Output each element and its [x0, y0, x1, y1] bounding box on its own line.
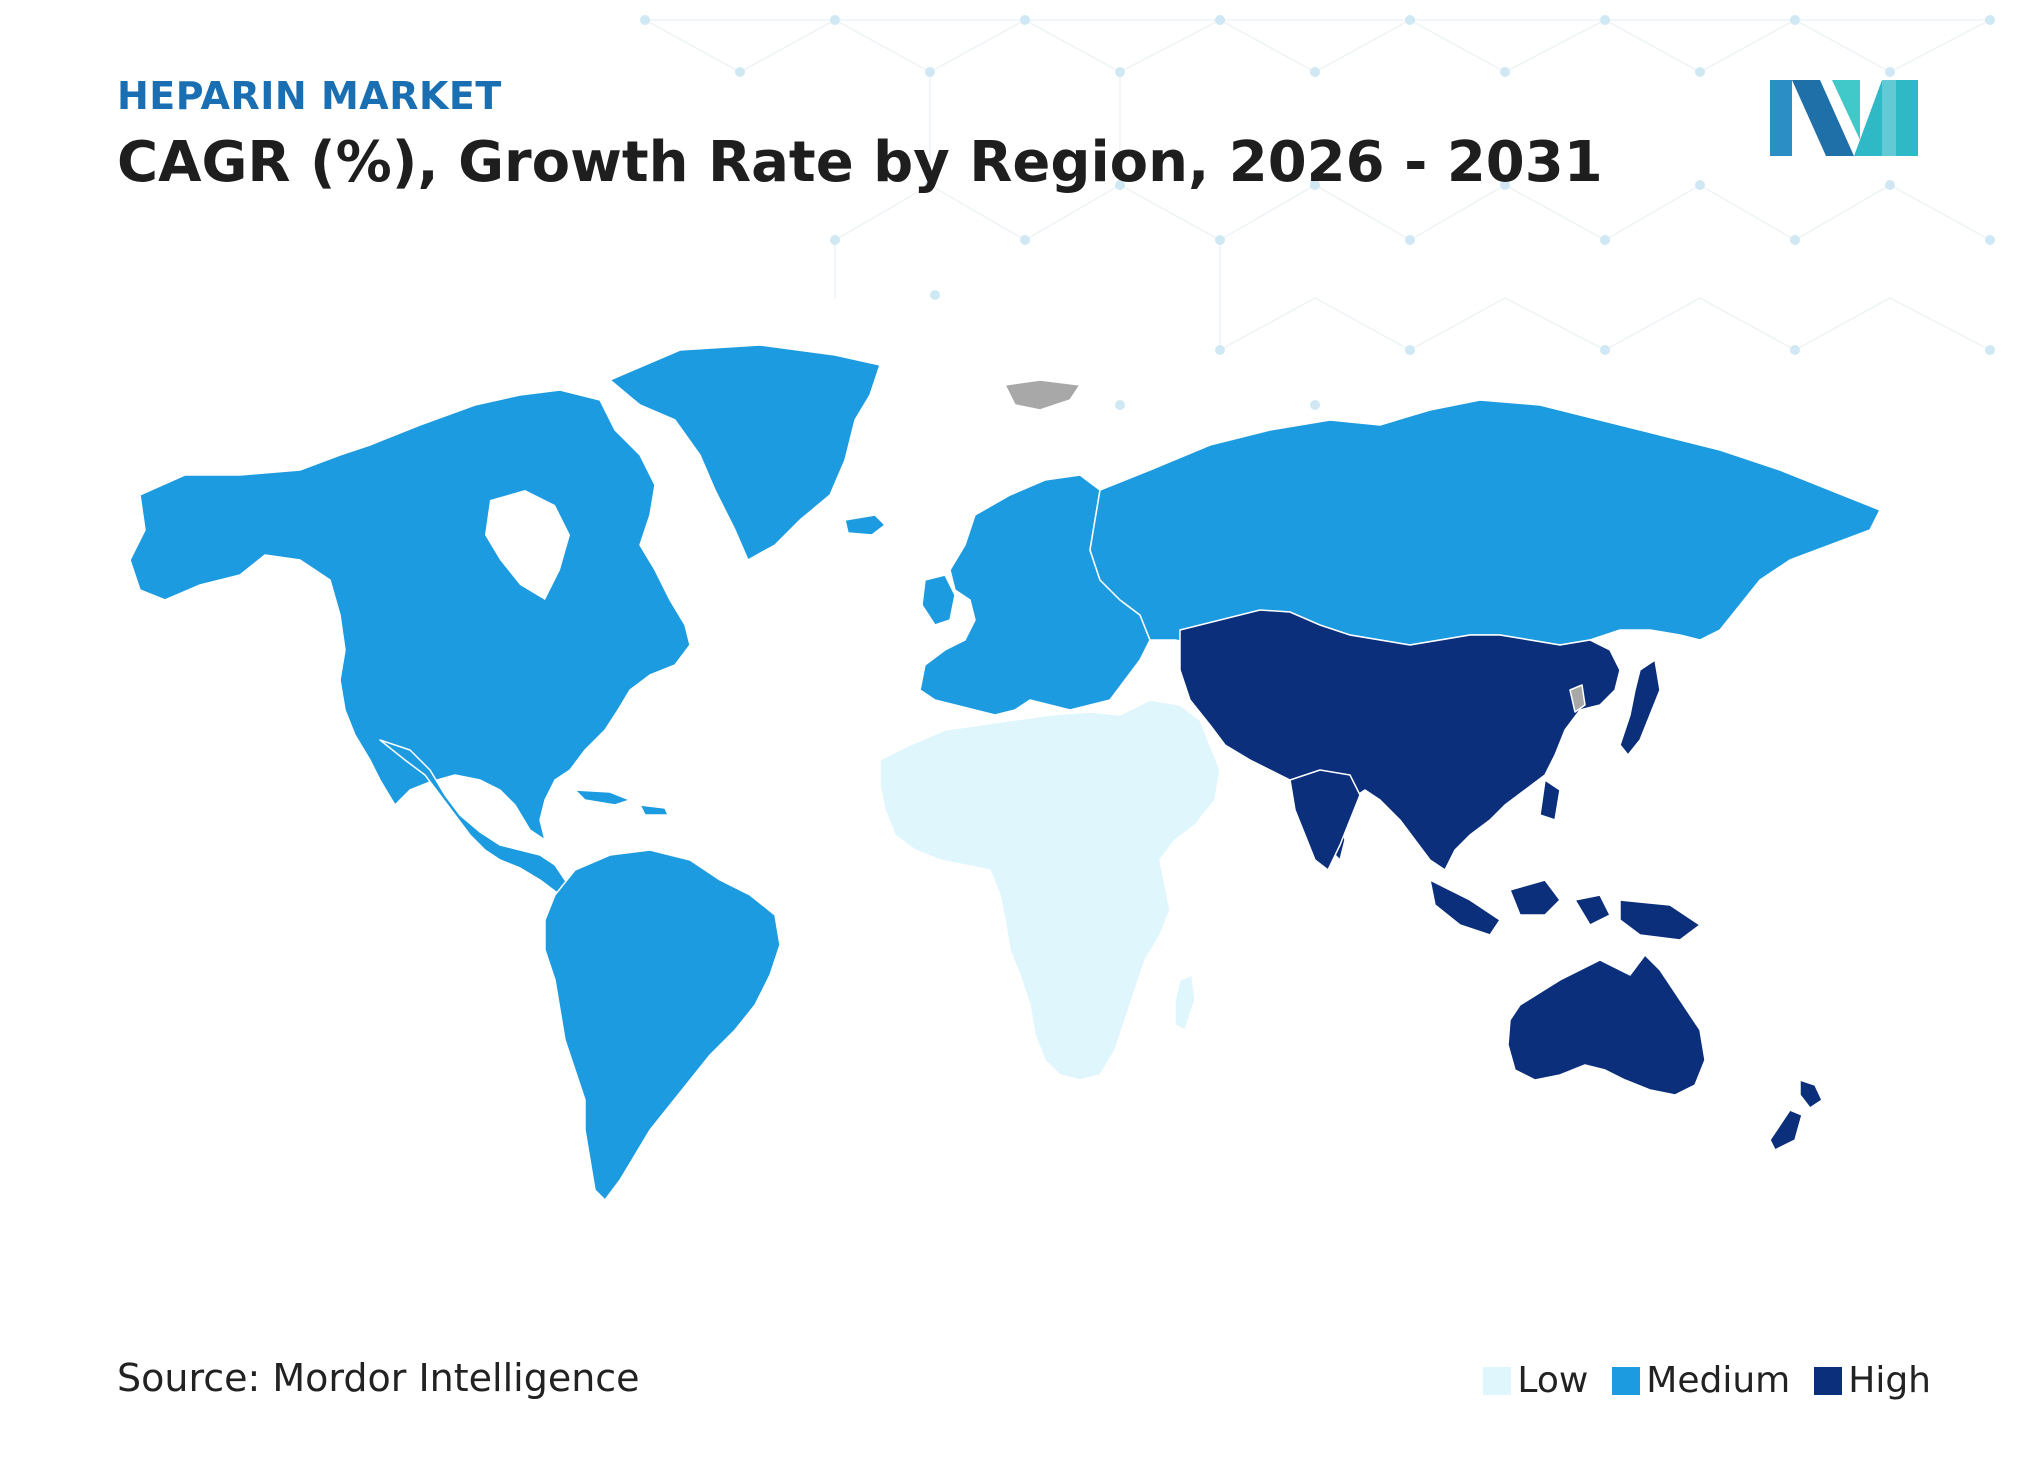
region-japan[interactable]: [1619, 659, 1661, 756]
chart-title: CAGR (%), Growth Rate by Region, 2026 - …: [117, 130, 1603, 195]
legend-label-high: High: [1848, 1360, 1931, 1401]
legend-item-low: Low: [1483, 1360, 1588, 1401]
source-note: Source: Mordor Intelligence: [117, 1356, 640, 1400]
region-new-zealand[interactable]: [1769, 1079, 1823, 1151]
region-north-america[interactable]: [129, 389, 691, 841]
region-russia[interactable]: [1089, 399, 1881, 646]
region-southeast-asia-islands[interactable]: [1429, 779, 1701, 941]
legend-label-low: Low: [1517, 1360, 1589, 1401]
market-label: HEPARIN MARKET: [117, 74, 502, 118]
region-korea[interactable]: [1569, 684, 1586, 713]
legend-swatch-low: [1483, 1366, 1512, 1395]
legend-label-medium: Medium: [1646, 1360, 1791, 1401]
mordor-intelligence-logo-icon: [1770, 80, 1918, 156]
legend-item-medium: Medium: [1612, 1360, 1790, 1401]
region-south-america[interactable]: [544, 849, 781, 1201]
region-middle-east-africa[interactable]: [879, 699, 1221, 1081]
region-australia[interactable]: [1507, 954, 1706, 1096]
region-greenland[interactable]: [609, 344, 881, 561]
legend-item-high: High: [1814, 1360, 1931, 1401]
region-asia-pacific[interactable]: [1179, 609, 1621, 871]
hudson-bay: [485, 490, 570, 600]
region-india[interactable]: [1289, 769, 1361, 871]
region-caribbean[interactable]: [574, 789, 669, 816]
legend: Low Medium High: [1483, 1360, 1931, 1401]
region-svalbard[interactable]: [1004, 379, 1081, 411]
legend-swatch-medium: [1612, 1366, 1641, 1395]
region-madagascar[interactable]: [1174, 974, 1196, 1031]
legend-swatch-high: [1814, 1366, 1843, 1395]
region-iceland[interactable]: [844, 514, 886, 536]
region-uk[interactable]: [921, 574, 956, 626]
